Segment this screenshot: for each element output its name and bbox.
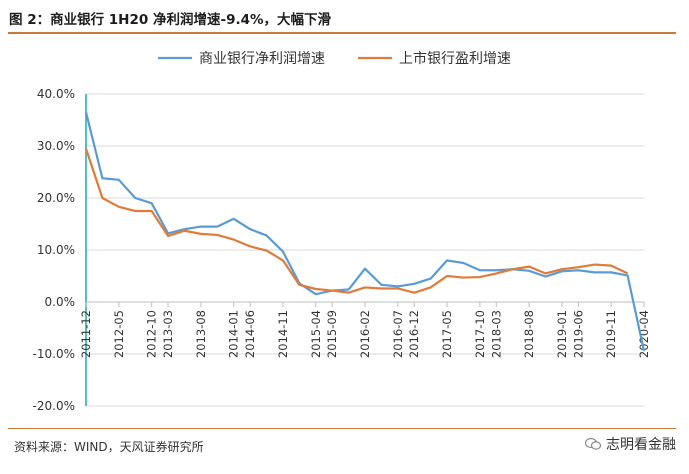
x-tick-label: 2017-10: [473, 310, 487, 358]
y-tick-label: -10.0%: [33, 347, 75, 361]
y-tick-label: 20.0%: [37, 191, 75, 205]
x-tick-label: 2019-06: [571, 310, 585, 358]
series-line-2: [84, 148, 629, 294]
x-tick-label: 2014-11: [276, 310, 290, 358]
figure-title: 图 2：商业银行 1H20 净利润增速-9.4%，大幅下滑: [9, 12, 332, 28]
x-tick-label: 2018-08: [522, 310, 536, 358]
x-tick-label: 2017-05: [440, 310, 454, 358]
x-tick-label: 2019-11: [604, 310, 618, 358]
brand-name: 志明看金融: [606, 437, 676, 453]
line-chart: 40.0% 30.0% 20.0% 10.0% 0.0% -10.0% -20.0% 201…: [33, 50, 651, 413]
legend-label-1: 商业银行净利润增速: [199, 51, 325, 67]
x-tick-label: 2011-12: [79, 310, 93, 358]
x-axis: 2011-12 2012-05 2012-10 2013-03 2013-08 2014-…: [79, 301, 651, 358]
y-tick-label: 0.0%: [45, 295, 76, 309]
y-tick-label: 10.0%: [37, 243, 75, 257]
x-tick-label: 2016-02: [358, 310, 372, 358]
chat-bubble-icon: [585, 437, 601, 450]
x-tick-label: 2016-07: [391, 310, 405, 358]
x-tick-label: 2015-09: [325, 310, 339, 358]
legend: 商业银行净利润增速 上市银行盈利增速: [158, 50, 511, 67]
top-divider: [8, 32, 676, 34]
y-tick-label: -20.0%: [33, 399, 75, 413]
series-line-1: [84, 111, 646, 352]
x-tick-label: 2013-03: [161, 310, 175, 358]
x-tick-label: 2014-06: [243, 310, 257, 358]
x-tick-label: 2020-04: [637, 310, 651, 358]
legend-label-2: 上市银行盈利增速: [399, 50, 511, 67]
y-tick-label: 40.0%: [37, 87, 75, 101]
x-tick-label: 2013-08: [194, 310, 208, 358]
x-tick-label: 2014-01: [227, 310, 241, 358]
brand-watermark: 志明看金融: [585, 434, 676, 454]
x-tick-label: 2016-12: [407, 310, 421, 358]
x-tick-label: 2019-01: [555, 310, 569, 358]
x-tick-label: 2012-10: [145, 310, 159, 358]
gridlines: [86, 93, 644, 407]
y-axis: 40.0% 30.0% 20.0% 10.0% 0.0% -10.0% -20.0%: [33, 87, 87, 413]
x-tick-label: 2012-05: [112, 310, 126, 358]
source-note: 资料来源：WIND，天风证券研究所: [14, 440, 204, 454]
y-tick-label: 30.0%: [37, 139, 75, 153]
x-tick-label: 2018-03: [489, 310, 503, 358]
series-lines: [84, 111, 646, 352]
x-tick-label: 2015-04: [309, 310, 323, 358]
bottom-divider: [8, 428, 676, 429]
